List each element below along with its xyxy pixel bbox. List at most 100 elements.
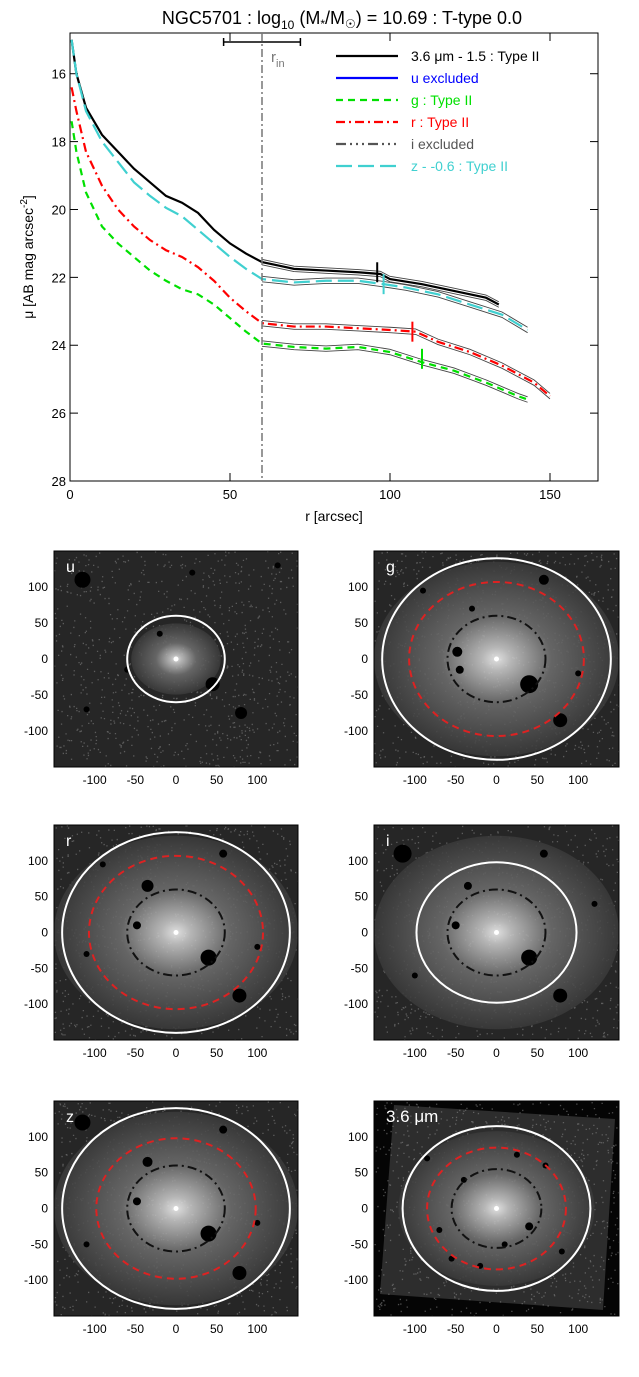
star-mask — [235, 707, 248, 719]
image-panel: i -100 -100 -50 -50 0 0 50 50 100 100 — [344, 824, 620, 1060]
panel-x-tick-label: 50 — [531, 1322, 545, 1336]
panel-band-label: i — [386, 833, 390, 850]
panel-x-tick-label: -100 — [83, 773, 107, 787]
y-tick-label: 26 — [52, 406, 66, 421]
panel-image — [374, 551, 619, 767]
star-mask — [141, 879, 154, 892]
legend-label: 3.6 μm - 1.5 : Type II — [411, 48, 539, 64]
aperture-circle — [446, 614, 547, 704]
y-tick-label: 16 — [52, 67, 66, 82]
star-mask — [205, 677, 220, 692]
series-line — [70, 87, 551, 397]
panel-y-tick-label: -50 — [31, 1237, 49, 1251]
galaxy-core — [494, 930, 499, 935]
panel-x-tick-label: 100 — [568, 1046, 588, 1060]
aperture-circle — [87, 854, 265, 1011]
aperture-circle — [408, 580, 585, 738]
surface-brightness-profile-chart: NGC5701 : log10 (M*/M☉) = 10.69 : T-type… — [19, 8, 599, 524]
star-mask — [525, 1222, 534, 1231]
star-mask — [455, 665, 464, 674]
fit-line — [261, 345, 528, 403]
panel-x-tick-label: 0 — [173, 1046, 180, 1060]
panel-y-tick-label: 0 — [361, 652, 368, 666]
panel-x-tick-label: 100 — [247, 1322, 267, 1336]
chart-title-log-base: 10 — [281, 18, 295, 32]
star-mask — [219, 849, 228, 858]
panel-y-tick-label: 50 — [355, 616, 369, 630]
star-mask — [575, 670, 582, 677]
aperture-circle — [415, 861, 578, 1004]
panel-x-tick-label: 50 — [210, 773, 224, 787]
galaxy-core — [494, 656, 499, 662]
star-mask — [83, 1241, 90, 1248]
star-mask — [553, 713, 568, 728]
image-panel: u -100 -100 -50 -50 0 0 50 50 100 100 — [24, 550, 299, 787]
series-line — [70, 39, 529, 331]
panel-x-tick-label: -100 — [403, 1046, 427, 1060]
x-tick-label: 150 — [539, 487, 561, 502]
star-mask — [436, 1227, 443, 1233]
galaxy-core — [494, 1206, 499, 1211]
y-axis-label-exponent: -2 — [19, 199, 30, 208]
panel-image — [54, 825, 298, 1040]
star-mask — [469, 605, 475, 612]
y-tick-label: 20 — [52, 202, 66, 217]
star-mask — [591, 900, 598, 907]
panel-x-tick-label: 0 — [493, 1046, 500, 1060]
x-tick-label: 50 — [223, 487, 237, 502]
y-tick-label: 22 — [52, 270, 66, 285]
panel-y-tick-label: 50 — [355, 890, 369, 904]
image-panel: z -100 -100 -50 -50 0 0 50 50 100 100 — [24, 1100, 299, 1336]
panel-image — [54, 551, 298, 767]
panel-y-tick-label: -100 — [24, 724, 48, 738]
y-axis-label-close: ] — [20, 195, 36, 199]
r-in-marker: rin — [222, 33, 302, 481]
panel-y-tick-label: 50 — [355, 1166, 369, 1180]
panel-y-tick-label: 0 — [41, 1202, 48, 1216]
panel-x-tick-label: -100 — [403, 1322, 427, 1336]
panel-y-tick-label: 50 — [35, 890, 49, 904]
panel-y-tick-label: -100 — [344, 1273, 368, 1287]
star-mask — [232, 988, 247, 1003]
x-axis-ticks: 0 50 100 150 — [66, 33, 561, 502]
star-mask — [513, 1151, 520, 1158]
panel-y-tick-label: -100 — [344, 724, 368, 738]
star-mask — [558, 1248, 565, 1255]
chart-title-star: * — [320, 17, 325, 31]
plot-frame — [69, 32, 599, 482]
star-mask — [452, 646, 463, 657]
panel-x-tick-label: 50 — [531, 1046, 545, 1060]
panel-y-tick-label: 100 — [28, 1130, 48, 1144]
star-mask — [463, 881, 472, 890]
panel-frame — [53, 1100, 299, 1317]
panel-y-tick-label: -100 — [24, 1273, 48, 1287]
panel-image — [374, 1101, 619, 1316]
fit-line — [261, 340, 528, 398]
aperture-circle — [126, 888, 226, 977]
star-mask — [83, 706, 90, 713]
aperture-circle — [446, 888, 547, 977]
star-mask — [74, 571, 91, 588]
panel-y-tick-label: -50 — [351, 961, 369, 975]
star-mask — [501, 1241, 508, 1248]
star-mask — [424, 1155, 431, 1162]
image-panel: r -100 -100 -50 -50 0 0 50 50 100 100 — [24, 824, 299, 1060]
image-panel: 3.6 μm -100 -100 -50 -50 0 0 50 50 100 100 — [344, 1100, 620, 1336]
chart-legend: 3.6 μm - 1.5 : Type II u excluded g : Type… — [336, 48, 539, 174]
star-mask — [189, 569, 196, 576]
aperture-circle — [61, 831, 291, 1034]
panel-band-label: z — [66, 1109, 74, 1126]
panel-x-tick-label: -100 — [83, 1046, 107, 1060]
panel-frame — [373, 1100, 620, 1317]
galaxy-core — [173, 656, 179, 662]
panel-band-label: 3.6 μm — [386, 1107, 438, 1126]
panel-y-tick-label: -100 — [344, 997, 368, 1011]
panel-frame — [53, 824, 299, 1041]
panel-x-tick-label: -100 — [403, 773, 427, 787]
x-axis-label: r [arcsec] — [305, 508, 363, 524]
panel-y-tick-label: -50 — [31, 961, 49, 975]
fit-line — [261, 325, 551, 400]
aperture-circle — [401, 1125, 592, 1292]
panel-y-tick-label: -50 — [31, 688, 49, 702]
